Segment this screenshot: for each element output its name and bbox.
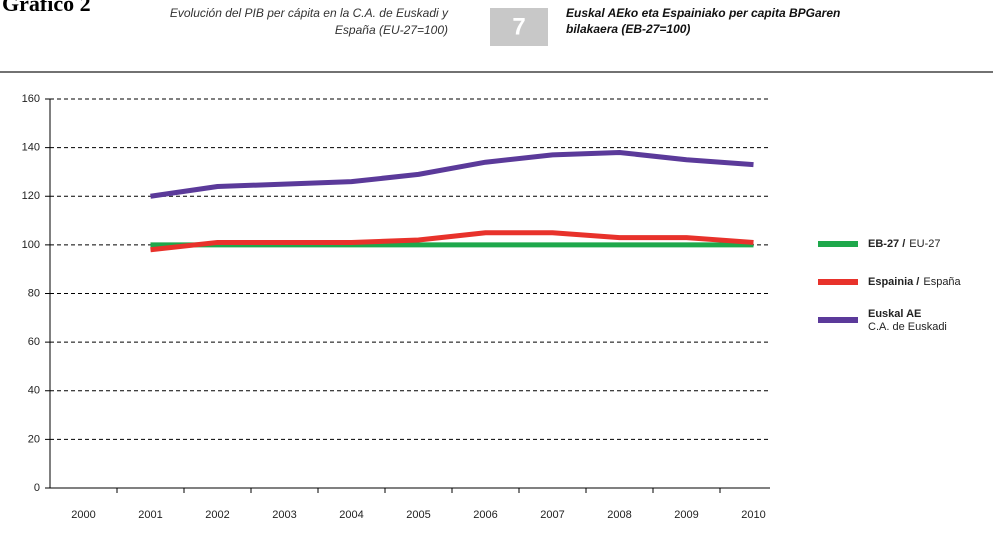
legend-label: Euskal AE: [868, 308, 921, 320]
x-tick-label: 2002: [205, 509, 229, 521]
x-tick-label: 2001: [138, 509, 162, 521]
legend-name-sub: EU-27: [909, 238, 940, 250]
x-tick-label: 2005: [406, 509, 430, 521]
x-tick-label: 2006: [473, 509, 497, 521]
legend-name-sub: España: [923, 276, 961, 288]
x-tick-label: 2008: [607, 509, 631, 521]
legend-name: Espainia /: [868, 276, 919, 288]
legend-name: EB-27 /: [868, 238, 905, 250]
x-tick-label: 2010: [741, 509, 765, 521]
legend-label: Espainia / España: [868, 276, 962, 288]
subtitle: España (EU-27=100): [335, 23, 448, 37]
legend-name-sub: C.A. de Euskadi: [868, 321, 947, 333]
legend-name: Euskal AE: [868, 308, 921, 320]
y-tick-label: 100: [22, 239, 40, 251]
subtitle-eu: Euskal AEko eta Espainiako per capita BP…: [566, 6, 840, 20]
x-tick-label: 2007: [540, 509, 564, 521]
y-tick-label: 120: [22, 190, 40, 202]
legend-label: EB-27 / EU-27: [868, 238, 940, 250]
y-tick-label: 160: [22, 93, 40, 105]
x-tick-label: 2004: [339, 509, 363, 521]
series-line: [150, 149, 754, 199]
y-tick-label: 40: [28, 385, 40, 397]
chart-title: Gráfico 2: [2, 0, 91, 16]
subtitle: Evolución del PIB per cápita en la C.A. …: [170, 6, 449, 20]
x-tick-label: 2009: [674, 509, 698, 521]
y-tick-label: 0: [34, 482, 40, 494]
number-box: [490, 8, 548, 46]
y-tick-label: 60: [28, 336, 40, 348]
chart-number: 7: [512, 13, 525, 40]
x-tick-label: 2003: [272, 509, 296, 521]
y-tick-label: 140: [22, 142, 40, 154]
y-tick-label: 80: [28, 287, 40, 299]
subtitle-eu: bilakaera (EB-27=100): [566, 22, 690, 36]
x-tick-label: 2000: [71, 509, 95, 521]
y-tick-label: 20: [28, 433, 40, 445]
series-line: [150, 230, 754, 253]
